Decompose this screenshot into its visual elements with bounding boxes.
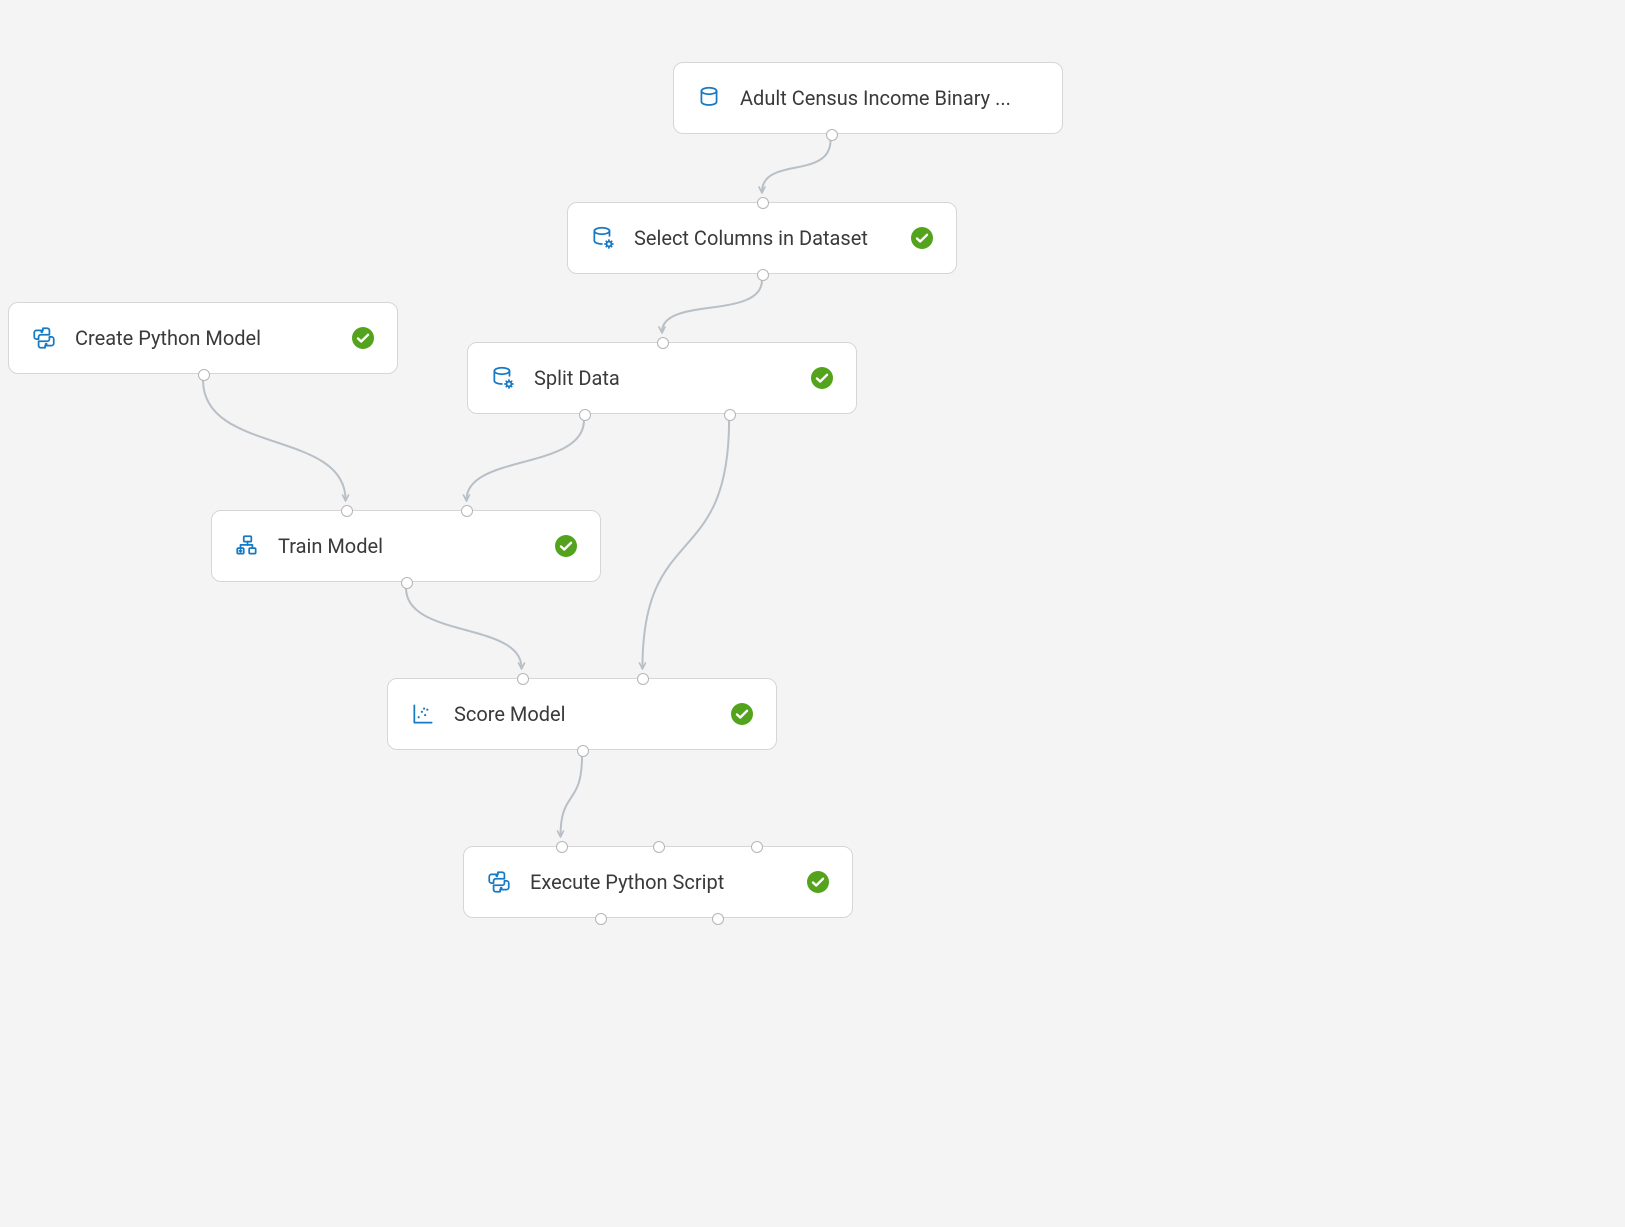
pipeline-node-train-model[interactable]: Train Model <box>211 510 601 582</box>
port-out[interactable] <box>757 269 769 281</box>
python-icon <box>486 869 512 895</box>
edge <box>406 588 522 668</box>
port-in[interactable] <box>341 505 353 517</box>
pipeline-node-dataset[interactable]: Adult Census Income Binary ... <box>673 62 1063 134</box>
port-out[interactable] <box>712 913 724 925</box>
edge <box>762 140 831 192</box>
edge <box>466 420 584 500</box>
port-out[interactable] <box>724 409 736 421</box>
database-gear-icon <box>490 365 516 391</box>
node-label: Adult Census Income Binary ... <box>740 86 1040 110</box>
status-success-icon <box>730 702 754 726</box>
pipeline-node-execute-python[interactable]: Execute Python Script <box>463 846 853 918</box>
status-success-icon <box>351 326 375 350</box>
model-train-icon <box>234 533 260 559</box>
pipeline-node-create-python-model[interactable]: Create Python Model <box>8 302 398 374</box>
edge <box>642 420 729 668</box>
python-icon <box>31 325 57 351</box>
edge <box>203 380 346 500</box>
port-out[interactable] <box>595 913 607 925</box>
port-out[interactable] <box>826 129 838 141</box>
port-in[interactable] <box>556 841 568 853</box>
node-label: Split Data <box>534 366 792 390</box>
port-in[interactable] <box>517 673 529 685</box>
scatter-icon <box>410 701 436 727</box>
status-success-icon <box>910 226 934 250</box>
status-success-icon <box>810 366 834 390</box>
pipeline-canvas[interactable]: Adult Census Income Binary ... Select Co… <box>0 0 1625 1227</box>
port-out[interactable] <box>579 409 591 421</box>
node-label: Select Columns in Dataset <box>634 226 892 250</box>
status-success-icon <box>554 534 578 558</box>
port-out[interactable] <box>577 745 589 757</box>
port-out[interactable] <box>198 369 210 381</box>
node-label: Train Model <box>278 534 536 558</box>
database-gear-icon <box>590 225 616 251</box>
edges-layer <box>0 0 1625 1227</box>
pipeline-node-split-data[interactable]: Split Data <box>467 342 857 414</box>
port-in[interactable] <box>751 841 763 853</box>
port-in[interactable] <box>657 337 669 349</box>
port-in[interactable] <box>461 505 473 517</box>
status-success-icon <box>806 870 830 894</box>
port-out[interactable] <box>401 577 413 589</box>
database-icon <box>696 85 722 111</box>
node-label: Score Model <box>454 702 712 726</box>
edge <box>561 756 583 836</box>
port-in[interactable] <box>653 841 665 853</box>
node-label: Create Python Model <box>75 326 333 350</box>
edge <box>662 280 762 332</box>
pipeline-node-score-model[interactable]: Score Model <box>387 678 777 750</box>
pipeline-node-select-columns[interactable]: Select Columns in Dataset <box>567 202 957 274</box>
port-in[interactable] <box>637 673 649 685</box>
port-in[interactable] <box>757 197 769 209</box>
node-label: Execute Python Script <box>530 870 788 894</box>
